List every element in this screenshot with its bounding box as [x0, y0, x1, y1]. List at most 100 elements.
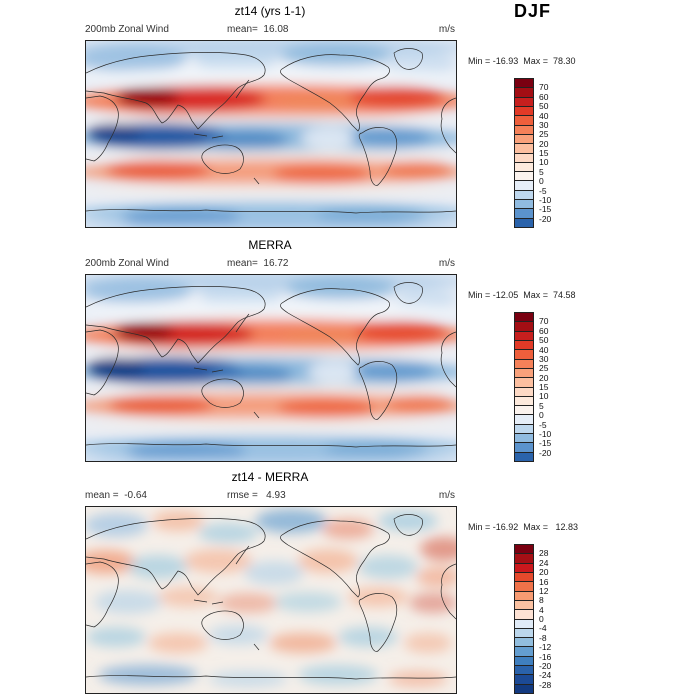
season-label: DJF [514, 1, 552, 21]
contour-field [86, 41, 456, 227]
colorbar-tick-label: -28 [539, 679, 552, 690]
colorbar-tick-label: 5 [539, 166, 544, 177]
colorbar-tick-label: 16 [539, 576, 549, 587]
colorbar-segment [515, 377, 533, 387]
colorbar-tick-label: 70 [539, 316, 549, 327]
contour-blob [184, 549, 252, 573]
colorbar-tick-label: 5 [539, 400, 544, 411]
contour-blob [158, 587, 218, 607]
contour-blob [86, 46, 186, 72]
colorbar-tick-label: 15 [539, 147, 549, 158]
colorbar-segment [515, 133, 533, 144]
colorbar-segment [515, 627, 533, 638]
contour-blob [208, 625, 268, 645]
contour-blob [420, 537, 456, 561]
contour-blob [308, 361, 360, 383]
contour-blob [244, 561, 304, 585]
colorbar: 28 24 20 16 12 8 4 0 -4 -8 -12 -16 -20 -24 -28 [514, 544, 594, 694]
colorbar-segment [515, 395, 533, 406]
colorbar-segment [515, 553, 533, 563]
colorbar-segment [515, 217, 533, 227]
colorbar-tick-label: 25 [539, 363, 549, 373]
contour-blob [276, 93, 356, 113]
colorbar-tick-label: -10 [539, 428, 552, 439]
colorbar-tick-label: -20 [539, 660, 552, 671]
colorbar-tick-label: 40 [539, 110, 549, 121]
colorbar-tick-label: 0 [539, 409, 544, 420]
colorbar-segment [515, 655, 533, 666]
colorbar-segment [515, 683, 533, 693]
colorbar-segment [515, 423, 533, 434]
colorbar-tick-label: 0 [539, 613, 544, 624]
colorbar-tick-label: -20 [539, 447, 552, 458]
contour-blob [86, 627, 146, 647]
units-label: m/s [438, 258, 455, 269]
colorbar-tick-label: 60 [539, 91, 549, 102]
contour-blob [388, 395, 454, 413]
contour-blob [348, 86, 444, 108]
colorbar-segment [515, 180, 533, 190]
colorbar-segment [515, 79, 533, 88]
contour-blob [98, 665, 198, 685]
contour-blob [86, 221, 456, 227]
colorbar-segment [515, 590, 533, 600]
colorbar-tick-label: 10 [539, 157, 549, 168]
colorbar-segments [514, 544, 534, 694]
contour-blob [218, 593, 278, 613]
colorbar-tick-label: 15 [539, 381, 549, 392]
contour-blob [416, 567, 456, 587]
colorbar-segment [515, 313, 533, 322]
contour-blob [388, 671, 448, 687]
contour-blob [86, 418, 456, 432]
contour-blob [274, 592, 342, 612]
colorbar-segment [515, 199, 533, 209]
colorbar-segment [515, 581, 533, 591]
colorbar-tick-label: 70 [539, 82, 549, 93]
contour-blob [86, 124, 142, 142]
contour-blob [94, 590, 162, 614]
colorbar-tick-label: -10 [539, 194, 552, 205]
contour-blob [404, 633, 452, 653]
contour-blob [209, 365, 293, 385]
contour-blob [378, 511, 438, 531]
colorbar-tick-label: -12 [539, 641, 552, 652]
colorbar: 70 60 50 40 30 25 20 15 10 5 0 -5 -10 -15 -20 [514, 312, 594, 462]
colorbar-segment [515, 665, 533, 675]
contour-blob [286, 276, 396, 300]
panel-difference: zt14 - MERRA mean = -0.64 rmse = 4.93 m/… [0, 466, 700, 700]
contour-blob [358, 555, 418, 579]
colorbar-tick-label: 12 [539, 585, 549, 596]
minmax-text: Min = -16.92 Max = 12.83 [468, 522, 579, 532]
contour-blob [86, 358, 146, 378]
map-plot [85, 40, 457, 228]
colorbar-segment [515, 339, 533, 350]
colorbar-segment [515, 152, 533, 162]
contour-blob [273, 164, 369, 184]
contour-blob [196, 50, 276, 72]
colorbar-segment [515, 609, 533, 619]
mean-text: mean= 16.08 [227, 24, 289, 35]
colorbar-tick-label: 24 [539, 557, 549, 568]
colorbar-segment [515, 414, 533, 424]
contour-blob [106, 160, 210, 180]
colorbar-segment [515, 143, 533, 153]
colorbar-segment [515, 618, 533, 628]
colorbar-tick-label: 20 [539, 372, 549, 383]
minmax-text: Min = -16.93 Max = 78.30 [468, 56, 576, 66]
colorbar-segment [515, 208, 533, 218]
colorbar-segment [515, 189, 533, 200]
mean-text: mean = -0.64 [85, 490, 147, 501]
contour-blob [355, 321, 447, 343]
units-label: m/s [438, 490, 455, 501]
colorbar-tick-label: -16 [539, 651, 552, 662]
field-label: 200mb Zonal Wind [85, 258, 169, 269]
colorbar: 70 60 50 40 30 25 20 15 10 5 0 -5 -10 -15 -20 [514, 78, 594, 228]
contour-blob [338, 627, 398, 647]
colorbar-tick-label: 50 [539, 100, 549, 111]
colorbar-segment [515, 349, 533, 359]
panel-merra: MERRA 200mb Zonal Wind mean= 16.72 m/s M… [0, 234, 700, 468]
contour-blob [204, 130, 288, 150]
units-label: m/s [438, 24, 455, 35]
contour-blob [109, 395, 213, 415]
